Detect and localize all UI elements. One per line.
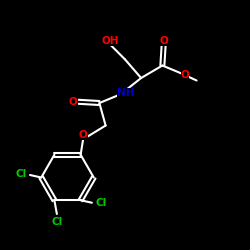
Text: Cl: Cl bbox=[15, 169, 26, 179]
Text: OH: OH bbox=[101, 36, 119, 46]
Text: O: O bbox=[159, 36, 168, 46]
Text: Cl: Cl bbox=[96, 198, 107, 208]
Text: NH: NH bbox=[118, 88, 135, 98]
Text: O: O bbox=[69, 97, 78, 107]
Text: Cl: Cl bbox=[51, 217, 62, 227]
Text: O: O bbox=[79, 130, 88, 140]
Text: O: O bbox=[180, 70, 189, 80]
